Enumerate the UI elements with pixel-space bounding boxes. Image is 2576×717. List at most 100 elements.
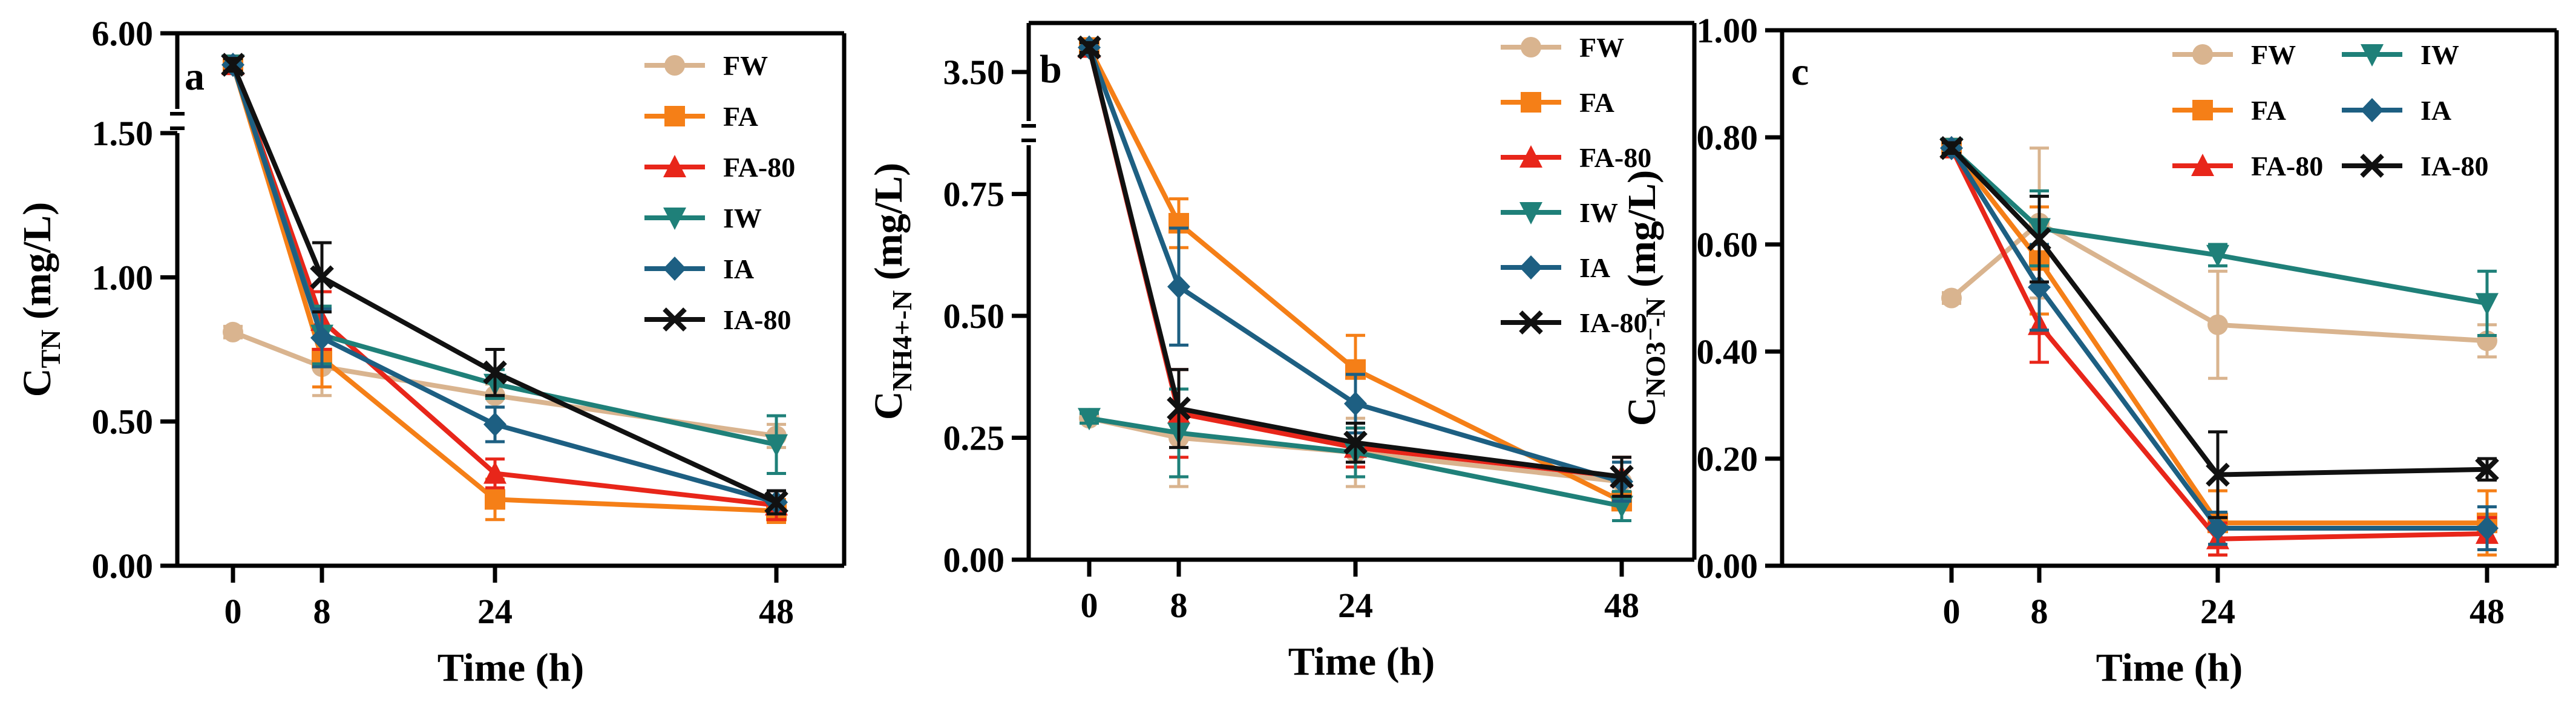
data-point xyxy=(2027,227,2051,251)
legend-marker xyxy=(663,307,687,332)
legend-label: IA-80 xyxy=(2420,151,2488,182)
y-tick-label: 1.00 xyxy=(1697,11,1758,50)
legend-item: IW xyxy=(1501,197,1618,228)
data-point xyxy=(1939,136,1964,160)
legend-marker xyxy=(2360,154,2384,178)
legend-label: IA xyxy=(2420,95,2451,126)
legend-label: FA-80 xyxy=(723,152,795,183)
y-tick-label: 3.50 xyxy=(943,53,1005,92)
legend-marker xyxy=(664,106,685,126)
series-ia-80 xyxy=(221,53,788,516)
data-point xyxy=(1078,408,1101,431)
legend-label: FA xyxy=(2251,95,2286,126)
legend-marker xyxy=(1519,145,1542,168)
legend-item: IA-80 xyxy=(2342,151,2488,182)
y-axis-label: CNH4+-N (mg/L) xyxy=(867,163,917,420)
series-line xyxy=(231,64,778,505)
legend-item: IA xyxy=(2342,95,2451,126)
series-line xyxy=(1087,46,1623,503)
data-point xyxy=(483,461,506,484)
legend-marker xyxy=(663,257,686,281)
data-point xyxy=(223,321,243,342)
legend-item: IW xyxy=(2342,39,2459,70)
legend-label: IA-80 xyxy=(1579,307,1647,338)
legend-marker xyxy=(2191,154,2214,176)
x-tick-label: 8 xyxy=(1170,586,1188,625)
series-line xyxy=(1087,47,1623,484)
legend-label: FW xyxy=(1579,32,1624,63)
y-axis-label-unit: (mg/L) xyxy=(867,163,911,290)
data-point xyxy=(2206,244,2229,267)
legend-marker xyxy=(1519,255,1542,280)
x-tick-label: 0 xyxy=(224,592,242,631)
y-tick-label: 6.00 xyxy=(92,14,154,53)
y-axis-label-sub: TN xyxy=(35,330,66,368)
y-tick-label: 1.00 xyxy=(92,258,154,297)
x-tick-label: 8 xyxy=(2031,592,2048,631)
data-point xyxy=(2206,516,2229,541)
data-point xyxy=(221,53,245,77)
legend: FW FA FA-80 IW IA IA-80 xyxy=(2172,39,2488,182)
data-point xyxy=(1167,396,1191,421)
data-point xyxy=(2207,314,2228,335)
legend-label: FA xyxy=(723,101,758,132)
series-line xyxy=(1950,146,2488,306)
legend: FW FA FA-80 IW IA IA-80 xyxy=(1501,32,1651,338)
y-tick-label: 0.25 xyxy=(943,419,1005,458)
data-point xyxy=(1941,287,1962,309)
data-point xyxy=(2206,462,2230,487)
data-point xyxy=(485,489,505,510)
series-line xyxy=(1089,416,1622,509)
legend-item: IA-80 xyxy=(1501,307,1647,338)
series-line xyxy=(1949,146,2487,526)
series-line xyxy=(231,64,777,514)
legend-marker xyxy=(1521,92,1541,113)
legend-marker xyxy=(664,55,685,76)
y-tick-label: 0.20 xyxy=(1697,439,1758,479)
y-tick-label: 1.50 xyxy=(92,114,154,153)
y-tick-label: 0.80 xyxy=(1697,118,1758,157)
x-tick-label: 24 xyxy=(2200,592,2235,631)
data-point xyxy=(1077,35,1101,60)
y-tick-label: 0.00 xyxy=(943,540,1005,580)
x-axis-label: Time (h) xyxy=(1288,640,1435,684)
legend-marker xyxy=(1521,37,1541,57)
legend-item: IW xyxy=(644,203,762,234)
x-tick-label: 8 xyxy=(313,592,331,631)
panel-letter: a xyxy=(185,54,205,99)
x-tick-label: 48 xyxy=(759,592,794,631)
legend-marker xyxy=(1519,202,1542,224)
legend-marker xyxy=(2361,44,2384,67)
legend-marker xyxy=(2192,44,2213,65)
y-axis-label-main: C xyxy=(1620,397,1664,426)
legend-item: IA xyxy=(1501,252,1610,283)
y-axis-label: CNO3⁻-N (mg/L) xyxy=(1620,170,1671,426)
series-line xyxy=(1950,220,2488,344)
series-ia-80 xyxy=(1077,35,1634,498)
legend-label: FA xyxy=(1579,87,1614,118)
legend-item: FA xyxy=(644,101,758,132)
x-axis-label: Time (h) xyxy=(438,646,585,690)
legend-item: FA-80 xyxy=(644,152,795,183)
legend-item: FA xyxy=(1501,87,1614,118)
legend-label: FA-80 xyxy=(1579,142,1651,173)
series-line xyxy=(1949,146,2487,531)
legend-marker xyxy=(2361,98,2384,122)
x-axis-label: Time (h) xyxy=(2096,646,2243,690)
legend-label: IA-80 xyxy=(723,304,791,335)
legend: FW FA FA-80 IW IA IA-80 xyxy=(644,50,795,335)
x-tick-label: 24 xyxy=(1338,586,1373,625)
panel-letter: c xyxy=(1791,50,1809,94)
data-point xyxy=(2475,457,2499,482)
x-tick-label: 48 xyxy=(2469,592,2505,631)
legend-label: IW xyxy=(1579,197,1618,228)
data-point xyxy=(1167,274,1190,299)
series-line xyxy=(1087,47,1622,479)
series-ia xyxy=(221,53,788,516)
legend-item: IA-80 xyxy=(644,304,791,335)
x-tick-label: 24 xyxy=(477,592,513,631)
legend-label: IA xyxy=(1579,252,1610,283)
y-tick-label: 0.00 xyxy=(1697,546,1758,586)
panel-letter: b xyxy=(1040,47,1062,91)
